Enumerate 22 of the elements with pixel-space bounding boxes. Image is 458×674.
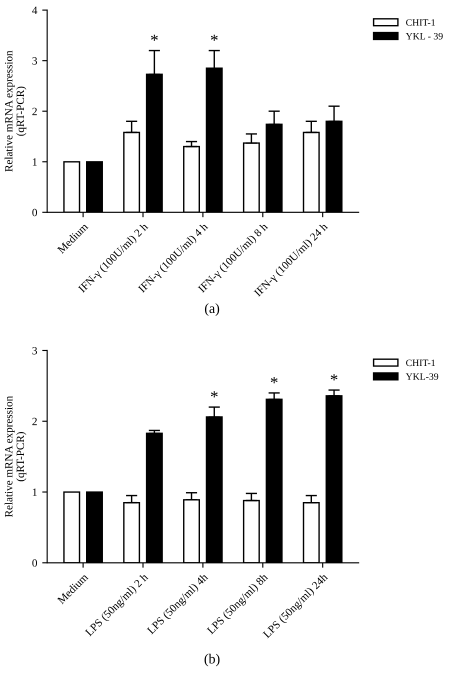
- y-tick-label: 1: [32, 488, 37, 496]
- y-tick-label: 1: [32, 158, 37, 166]
- legend-label: YKL-39: [406, 373, 438, 380]
- annotation: *: [210, 34, 218, 41]
- y-tick-label: 4: [32, 6, 38, 14]
- y-axis-title: Relative mRNA expression (qRT-PCR): [4, 396, 26, 518]
- legend-label: CHIT-1: [406, 360, 435, 366]
- text: (a): [204, 303, 220, 316]
- legend-label: CHIT-1: [406, 19, 435, 26]
- y-tick-label: 2: [32, 418, 37, 426]
- y-tick-label: 0: [32, 208, 38, 216]
- y-tick-label: 2: [32, 108, 37, 116]
- legend-label: YKL - 39: [406, 32, 443, 40]
- text: (b): [204, 654, 220, 666]
- annotation: *: [210, 391, 218, 398]
- y-axis-title: Relative mRNA expression (qRT-PCR): [4, 50, 26, 172]
- annotation: *: [151, 34, 158, 41]
- y-tick-label: 3: [32, 57, 38, 65]
- annotation: *: [330, 374, 338, 380]
- y-tick-label: 0: [32, 559, 38, 567]
- annotation: *: [270, 377, 278, 384]
- y-tick-label: 3: [32, 346, 38, 354]
